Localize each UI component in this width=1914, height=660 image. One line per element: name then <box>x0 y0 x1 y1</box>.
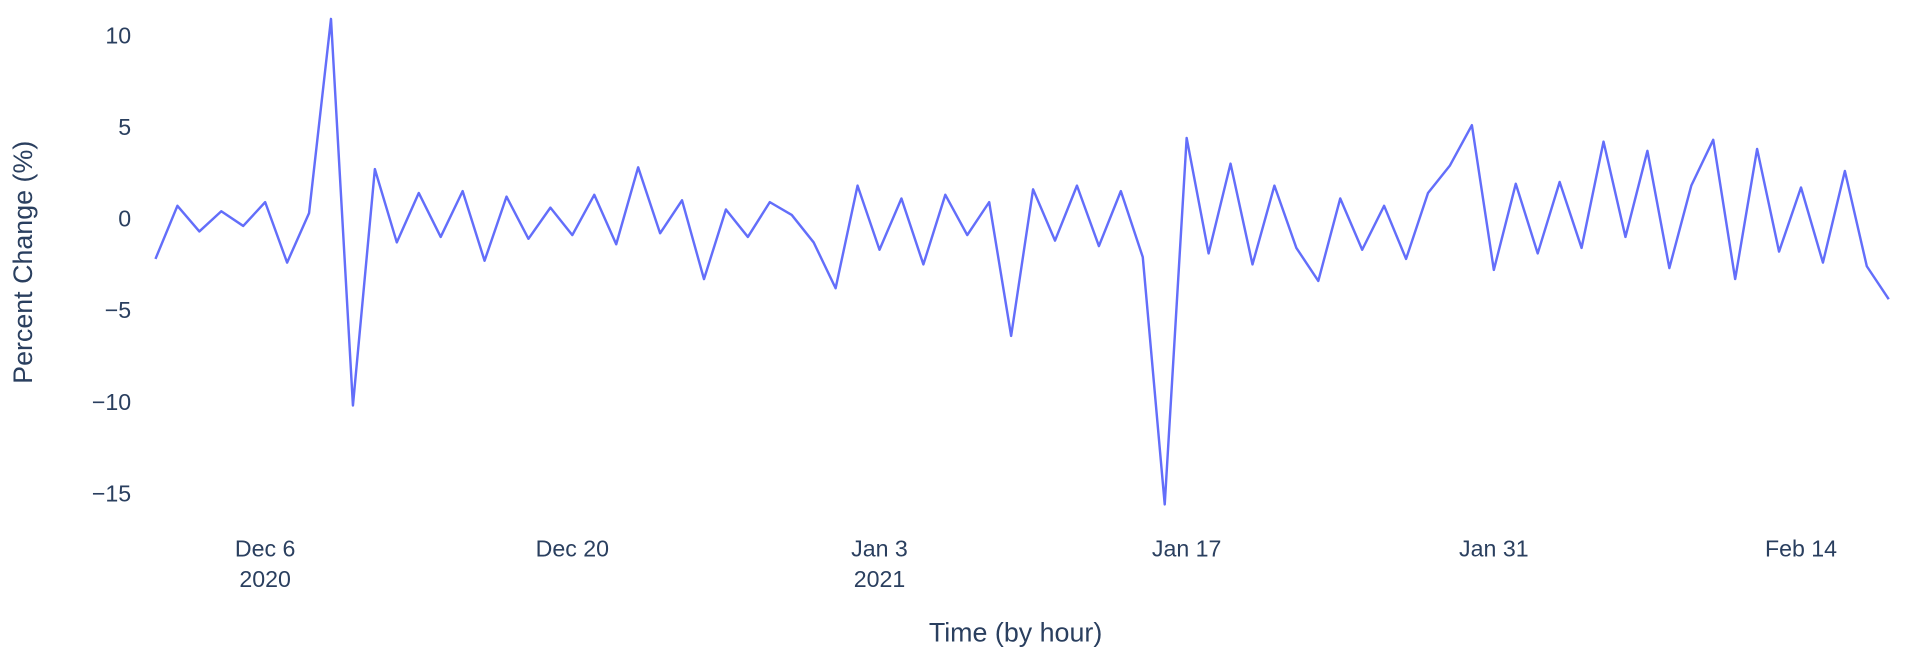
y-tick-label: −5 <box>105 297 131 323</box>
x-tick-year: 2021 <box>854 566 906 592</box>
x-tick-year: 2020 <box>239 566 291 592</box>
x-tick-label: Dec 20 <box>536 535 609 561</box>
y-tick-label: −15 <box>92 480 131 506</box>
y-axis-title: Percent Change (%) <box>8 141 38 384</box>
x-tick-label: Dec 6 <box>235 535 296 561</box>
x-tick-label: Jan 17 <box>1152 535 1222 561</box>
x-tick-label: Jan 31 <box>1459 535 1529 561</box>
data-line <box>154 17 1890 506</box>
y-tick-label: 5 <box>118 114 131 140</box>
x-tick-label: Jan 3 <box>851 535 908 561</box>
x-tick-label: Feb 14 <box>1765 535 1837 561</box>
y-tick-label: 0 <box>118 206 131 232</box>
x-axis-title: Time (by hour) <box>929 617 1102 647</box>
y-tick-label: −10 <box>92 389 131 415</box>
y-tick-label: 10 <box>105 22 131 48</box>
